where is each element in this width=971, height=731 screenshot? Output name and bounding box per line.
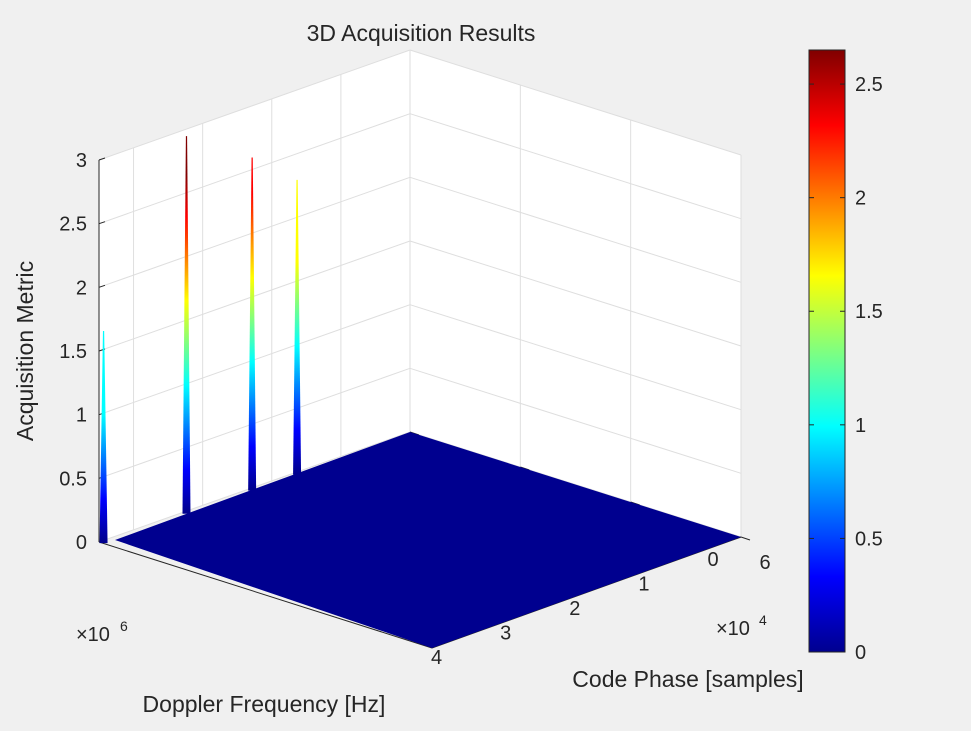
colorbar-gradient bbox=[809, 50, 845, 652]
colorbar-tick-label: 2 bbox=[855, 188, 866, 210]
y-axis-line bbox=[98, 541, 433, 649]
z-tick-label: 2.5 bbox=[59, 214, 87, 236]
z-tick-label: 2 bbox=[76, 277, 87, 299]
surface-floor bbox=[115, 432, 741, 648]
gridline-z bbox=[409, 49, 742, 156]
gridline-z bbox=[409, 176, 742, 283]
colorbar-ticks: 0 0.5 1 1.5 2 2.5 bbox=[809, 74, 883, 664]
axes-3d: 0 0.5 1 1.5 2 2.5 3 0 1 2 3 4 0 2 4 6 bbox=[59, 49, 771, 669]
x-axis-label: Code Phase [samples] bbox=[572, 666, 803, 692]
gridline-z bbox=[409, 240, 742, 347]
z-tick bbox=[98, 157, 106, 161]
z-tick bbox=[98, 221, 106, 225]
surface-peak bbox=[99, 331, 108, 544]
x-exponent-base: ×10 bbox=[716, 618, 750, 640]
x-tick-label: 6 bbox=[759, 552, 770, 574]
colorbar-tick-label: 1.5 bbox=[855, 301, 883, 323]
colorbar: 0 0.5 1 1.5 2 2.5 bbox=[808, 49, 883, 664]
y-exponent-base: ×10 bbox=[76, 624, 110, 646]
z-tick-label: 1.5 bbox=[59, 341, 87, 363]
colorbar-tick-label: 1 bbox=[855, 415, 866, 437]
gridline-z bbox=[409, 367, 742, 474]
x-axis-exponent: ×10 4 bbox=[716, 612, 767, 640]
z-tick bbox=[98, 284, 106, 288]
gridline-z bbox=[98, 49, 411, 161]
y-tick-label: 0 bbox=[707, 549, 718, 571]
gridline-z bbox=[409, 113, 742, 220]
z-tick-label: 0 bbox=[76, 532, 87, 554]
z-axis-label: Acquisition Metric bbox=[12, 261, 38, 441]
z-tick-label: 0.5 bbox=[59, 468, 87, 490]
z-tick-label: 1 bbox=[76, 405, 87, 427]
z-tick-label: 3 bbox=[76, 150, 87, 172]
colorbar-frame bbox=[808, 49, 846, 653]
z-ticks: 0 0.5 1 1.5 2 2.5 3 bbox=[59, 150, 106, 554]
colorbar-tick-label: 2.5 bbox=[855, 74, 883, 96]
surface-peaks bbox=[99, 136, 302, 544]
y-axis-exponent: ×10 6 bbox=[76, 618, 128, 646]
surface-peak bbox=[293, 179, 302, 475]
x-tick bbox=[740, 536, 751, 541]
y-tick-label: 3 bbox=[500, 622, 511, 644]
gridline-z bbox=[98, 113, 411, 225]
gridline-z bbox=[409, 304, 742, 411]
chart-title: 3D Acquisition Results bbox=[307, 20, 536, 46]
gridline-z bbox=[98, 176, 411, 288]
colorbar-tick-label: 0 bbox=[855, 642, 866, 664]
y-axis-label: Doppler Frequency [Hz] bbox=[143, 691, 386, 717]
x-exponent-power: 4 bbox=[759, 612, 767, 628]
y-exponent-power: 6 bbox=[120, 618, 128, 634]
y-tick-label: 1 bbox=[638, 573, 649, 595]
y-tick-label: 4 bbox=[431, 647, 442, 669]
colorbar-tick-label: 0.5 bbox=[855, 528, 883, 550]
surface-peak bbox=[248, 157, 257, 491]
gridline-z bbox=[98, 240, 411, 352]
y-tick-label: 2 bbox=[569, 598, 580, 620]
surface-peak bbox=[182, 136, 191, 514]
